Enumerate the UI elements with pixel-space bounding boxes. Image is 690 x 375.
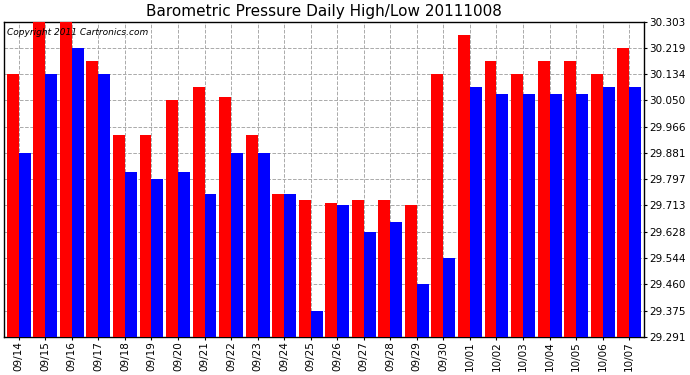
Bar <box>431 74 444 337</box>
Bar <box>352 200 364 337</box>
Bar <box>458 35 470 337</box>
Bar <box>417 284 428 337</box>
Bar <box>46 74 57 337</box>
Bar <box>391 222 402 337</box>
Bar <box>523 94 535 337</box>
Bar <box>219 98 231 337</box>
Bar <box>19 153 31 337</box>
Bar <box>538 61 549 337</box>
Bar <box>193 87 204 337</box>
Bar <box>299 200 310 337</box>
Bar <box>166 100 178 337</box>
Bar <box>204 194 217 337</box>
Bar <box>152 179 164 337</box>
Bar <box>325 203 337 337</box>
Bar <box>549 94 562 337</box>
Bar <box>470 87 482 337</box>
Bar <box>564 61 576 337</box>
Bar <box>125 172 137 337</box>
Bar <box>86 61 99 337</box>
Bar <box>378 200 391 337</box>
Bar <box>444 258 455 337</box>
Bar <box>337 206 349 337</box>
Bar <box>310 310 323 337</box>
Bar <box>72 48 83 337</box>
Bar <box>257 153 270 337</box>
Bar <box>231 153 243 337</box>
Bar <box>364 232 376 337</box>
Bar <box>139 135 152 337</box>
Bar <box>629 87 641 337</box>
Bar <box>405 206 417 337</box>
Bar <box>7 74 19 337</box>
Bar <box>99 74 110 337</box>
Bar <box>497 94 509 337</box>
Bar <box>618 48 629 337</box>
Bar <box>178 172 190 337</box>
Bar <box>60 22 72 337</box>
Title: Barometric Pressure Daily High/Low 20111008: Barometric Pressure Daily High/Low 20111… <box>146 4 502 19</box>
Bar <box>484 61 497 337</box>
Bar <box>602 87 615 337</box>
Bar <box>273 194 284 337</box>
Bar <box>33 22 46 337</box>
Bar <box>591 74 602 337</box>
Text: Copyright 2011 Cartronics.com: Copyright 2011 Cartronics.com <box>8 28 148 37</box>
Bar <box>113 135 125 337</box>
Bar <box>284 194 296 337</box>
Bar <box>246 135 257 337</box>
Bar <box>511 74 523 337</box>
Bar <box>576 94 588 337</box>
